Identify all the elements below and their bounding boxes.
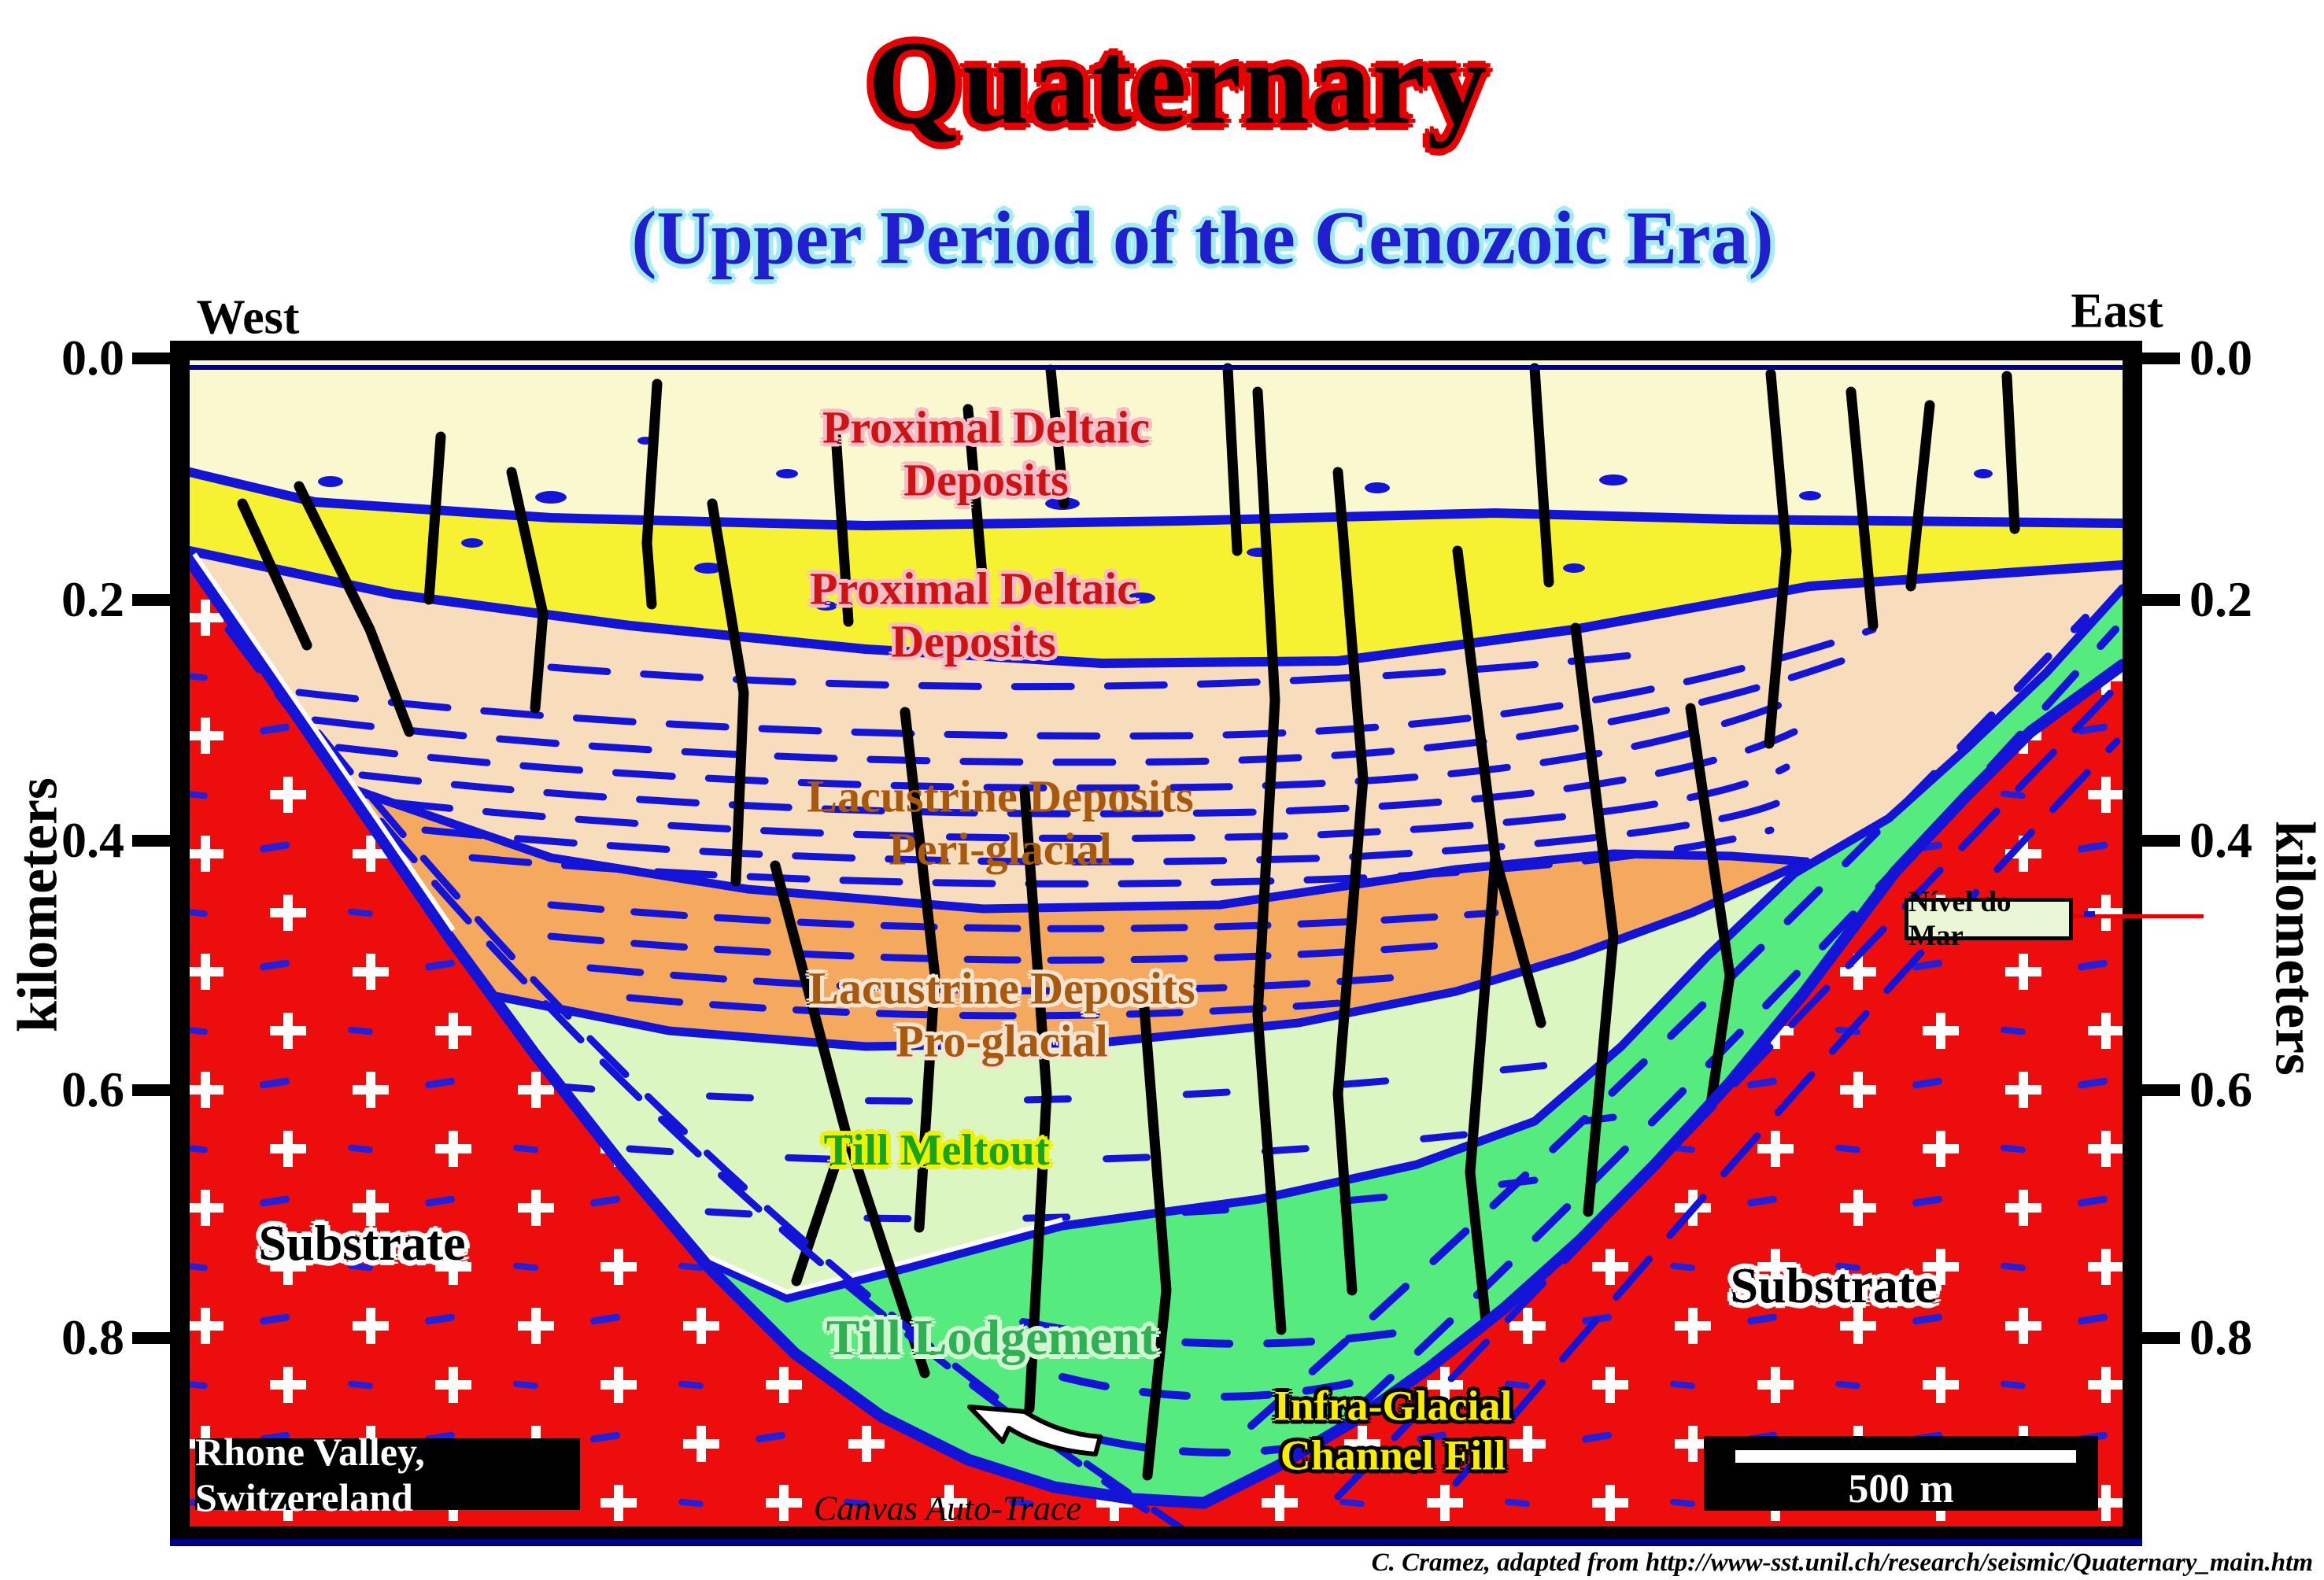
layer-label-till-meltout: Till Meltout (823, 1126, 1050, 1175)
fault-lines (237, 363, 2020, 1481)
sea-level-tick (2084, 911, 2095, 917)
credit-text: C. Cramez, adapted from http://www-sst.u… (1371, 1549, 2313, 1577)
layer-till-meltout (441, 862, 1806, 1298)
bottom-navy-line (170, 1539, 2142, 1545)
tick-mark (2142, 1084, 2180, 1096)
label-line: Lacustrine Deposits (808, 962, 1195, 1014)
kilometers-label-left: kilometers (6, 777, 69, 1032)
tick-mark (2142, 1332, 2180, 1344)
location-box: Rhone Valley, Switzereland (195, 1430, 580, 1519)
tick-mark (2142, 835, 2180, 847)
tick-mark (2142, 353, 2180, 364)
layer-till-lodgement (703, 589, 2123, 1503)
strata-lines-pro (547, 901, 1499, 1020)
layer-label-till-lodgement: Till Lodgement (826, 1309, 1158, 1365)
label-line: Lacustrine Deposits (807, 770, 1194, 822)
cross-section-drawing (183, 360, 2129, 1537)
axis-tick-label-left: 0.4 (61, 812, 124, 868)
axis-tick-label-right: 0.2 (2189, 571, 2252, 627)
axis-tick-label-left: 0.6 (61, 1061, 124, 1117)
label-line: Deposits (903, 454, 1069, 505)
location-label: Rhone Valley, Switzereland (195, 1429, 425, 1519)
west-label: West (196, 290, 300, 345)
layer-lacustrine-peri (190, 551, 2123, 909)
layer-label-substrate-left: Substrate (258, 1215, 466, 1271)
page-title: Quaternary (867, 17, 1489, 149)
axis-tick-label-left: 0.8 (61, 1309, 124, 1365)
white-gap-line (192, 552, 456, 932)
axis-tick-label-right: 0.0 (2189, 330, 2252, 386)
tick-mark (132, 594, 170, 606)
axis-tick-label-left: 0.2 (61, 571, 124, 627)
layer-label-proximal-deltaic-2: Proximal Deltaic Deposits (810, 563, 1137, 667)
sea-level-box: Nível do Mar (1905, 886, 2073, 952)
layer-lacustrine-pro (275, 787, 1806, 1047)
tick-mark (132, 835, 170, 847)
label-line: Deposits (891, 615, 1056, 666)
layer-label-proximal-deltaic-1: Proximal Deltaic Deposits (822, 401, 1150, 506)
cross-section-frame (170, 341, 2142, 1546)
label-line: Channel Fill (1280, 1431, 1506, 1478)
layer-label-infra-glacial: Infra-Glacial Channel Fill (1274, 1381, 1513, 1479)
axis-tick-label-right: 0.4 (2189, 812, 2252, 868)
axis-tick-label-right: 0.8 (2189, 1309, 2252, 1365)
tick-mark (132, 353, 170, 364)
layer-label-lacustrine-pro: Lacustrine Deposits Pro-glacial (808, 962, 1195, 1067)
layer-boundaries (185, 467, 2127, 1303)
substrate-plus-pattern (190, 560, 2123, 1526)
label-line: Proximal Deltaic (809, 563, 1138, 615)
label-line: Infra-Glacial (1273, 1382, 1513, 1430)
substrate-boundaries (183, 554, 2129, 1509)
tick-mark (132, 1332, 170, 1344)
scale-bar: 500 m (1704, 1436, 2098, 1512)
channel-fill-arrow (967, 1405, 1103, 1456)
label-line: Proximal Deltaic (822, 401, 1151, 453)
sea-level-label: Nível do Mar (1908, 886, 2012, 952)
axis-tick-label-left: 0.0 (61, 330, 124, 386)
sea-level-line (2073, 914, 2204, 918)
tick-mark (132, 1084, 170, 1096)
scale-bar-rule (1735, 1450, 2076, 1463)
axis-tick-label-right: 0.6 (2189, 1061, 2252, 1117)
tick-mark (2142, 594, 2180, 606)
east-label: East (2071, 284, 2163, 338)
kilometers-label-right: kilometers (2263, 821, 2324, 1076)
label-line: Peri-glacial (889, 823, 1112, 874)
label-line: Pro-glacial (896, 1015, 1108, 1066)
layer-label-substrate-right: Substrate (1730, 1257, 1938, 1313)
strata-lines-peri (295, 626, 1877, 888)
trace-note: Canvas Auto-Trace (813, 1489, 1082, 1528)
strata-specks (318, 437, 1993, 611)
page-subtitle: (Upper Period of the Cenozoic Era) (631, 195, 1774, 280)
layer-label-lacustrine-peri: Lacustrine Deposits Peri-glacial (807, 770, 1193, 875)
scale-bar-label: 500 m (1848, 1467, 1954, 1512)
